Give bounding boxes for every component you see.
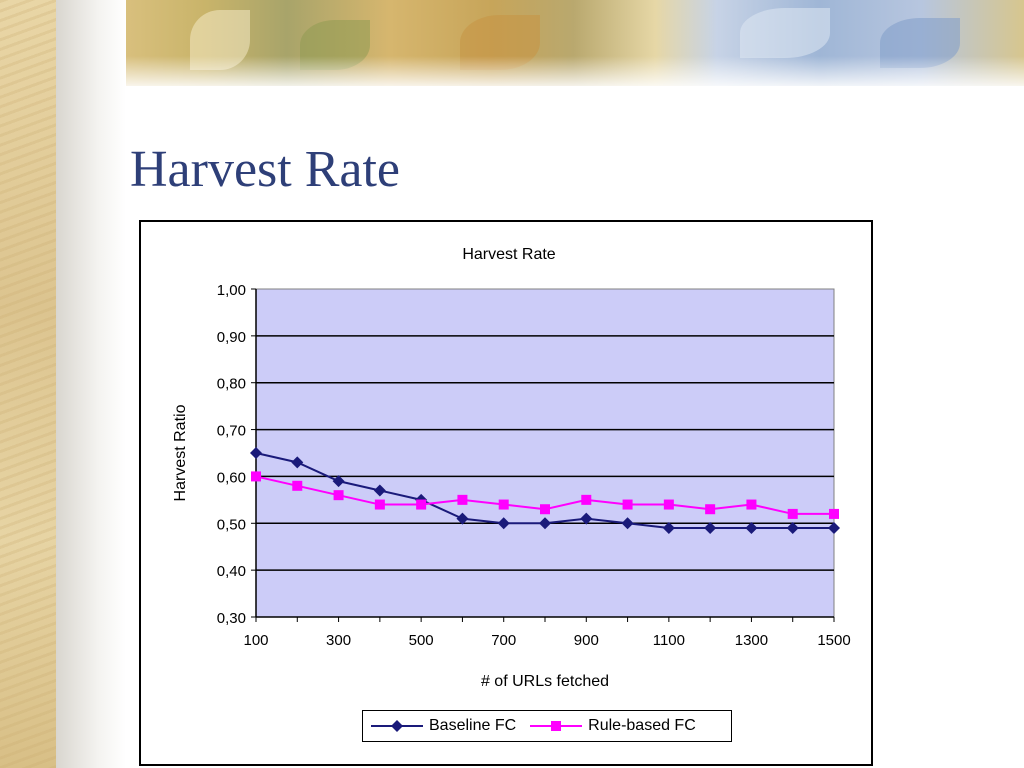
y-tick-label: 1,00	[217, 282, 246, 299]
data-point-baseline	[497, 517, 510, 530]
y-tick-label: 0,80	[217, 376, 246, 393]
data-point-baseline	[291, 456, 304, 469]
data-point-rule-based	[746, 499, 757, 510]
x-axis-label: # of URLs fetched	[481, 673, 609, 690]
chart: Harvest Rate Harvest Ratio # of URLs fet…	[172, 246, 851, 690]
x-tick-label: 100	[243, 632, 268, 649]
data-point-baseline	[332, 475, 345, 488]
y-tick-label: 0,70	[217, 423, 246, 440]
x-tick-label: 500	[409, 632, 434, 649]
data-point-rule-based	[663, 499, 674, 510]
chart-legend: Baseline FC Rule-based FC	[362, 710, 732, 742]
data-point-baseline	[580, 512, 593, 525]
data-point-rule-based	[498, 499, 509, 510]
data-point-rule-based	[581, 494, 592, 505]
x-tick-label: 900	[574, 632, 599, 649]
y-tick-label: 0,40	[217, 563, 246, 580]
x-tick-label: 1100	[653, 632, 685, 649]
data-point-rule-based	[540, 504, 550, 515]
data-point-baseline	[250, 447, 262, 459]
chart-frame: Harvest Rate Harvest Ratio # of URLs fet…	[139, 220, 873, 766]
data-point-baseline	[828, 521, 840, 534]
y-tick-label: 0,60	[217, 469, 246, 486]
data-point-baseline	[745, 521, 758, 534]
x-tick-label: 300	[326, 632, 351, 649]
decorative-shade	[56, 0, 126, 768]
data-point-baseline	[456, 512, 469, 525]
legend-swatch-rule-based	[530, 719, 583, 733]
data-point-baseline	[621, 517, 634, 530]
y-axis-label: Harvest Ratio	[172, 404, 189, 501]
data-point-rule-based	[292, 480, 303, 491]
data-point-baseline	[373, 484, 386, 497]
plot-area	[255, 288, 835, 618]
legend-label-rule-based: Rule-based FC	[588, 717, 696, 734]
legend-item-baseline: Baseline FC	[371, 717, 516, 735]
data-point-rule-based	[333, 490, 344, 501]
y-tick-label: 0,90	[217, 329, 246, 346]
leaf-decoration	[300, 20, 370, 70]
data-point-rule-based	[787, 508, 798, 519]
x-tick-label: 700	[491, 632, 516, 649]
page-title: Harvest Rate	[130, 141, 401, 198]
leaf-decoration	[740, 8, 830, 58]
decorative-banner	[0, 0, 1024, 86]
data-point-baseline	[539, 517, 551, 530]
data-point-rule-based	[251, 471, 261, 482]
legend-swatch-baseline	[371, 719, 423, 733]
data-point-rule-based	[416, 499, 427, 510]
leaf-decoration	[460, 15, 540, 70]
data-point-baseline	[786, 521, 799, 534]
data-point-baseline	[704, 521, 717, 534]
data-point-baseline	[662, 521, 675, 534]
leaf-decoration	[190, 10, 250, 70]
decorative-left-strip	[0, 0, 56, 768]
data-point-rule-based	[829, 508, 839, 519]
data-point-rule-based	[374, 499, 385, 510]
chart-title: Harvest Rate	[462, 246, 555, 263]
legend-label-baseline: Baseline FC	[429, 717, 517, 734]
x-tick-label: 1300	[735, 632, 768, 649]
data-point-rule-based	[457, 494, 468, 505]
leaf-decoration	[880, 18, 960, 68]
legend-item-rule-based: Rule-based FC	[530, 717, 696, 735]
y-tick-label: 0,50	[217, 516, 246, 533]
x-tick-label: 1500	[817, 632, 850, 649]
data-point-rule-based	[622, 499, 633, 510]
y-tick-label: 0,30	[217, 610, 246, 627]
data-point-rule-based	[705, 504, 716, 515]
